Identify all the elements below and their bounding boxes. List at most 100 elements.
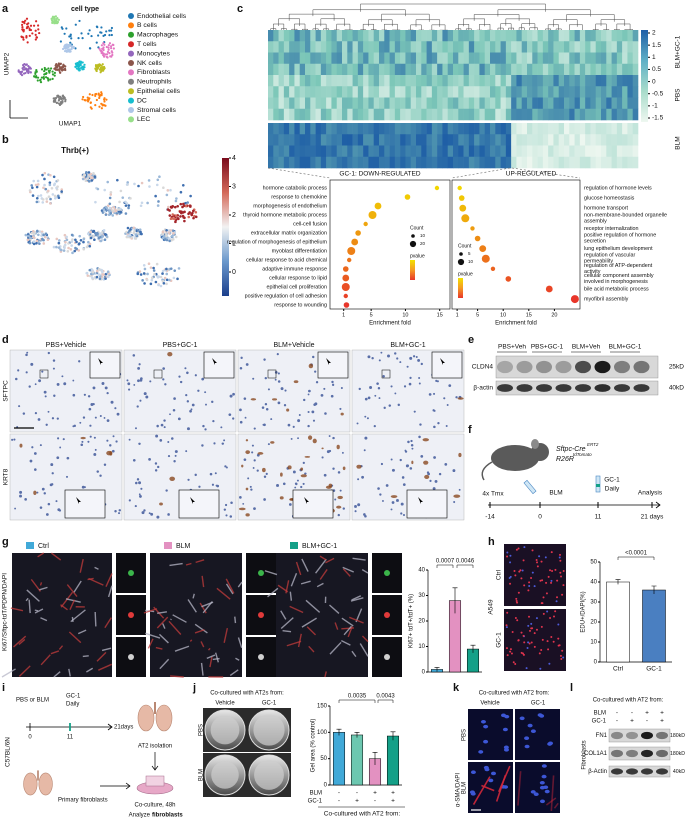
tissue-fiber (235, 657, 240, 661)
umap-cell (79, 238, 83, 242)
nucleus (28, 385, 31, 388)
umap-cell (165, 234, 168, 238)
nucleus (247, 477, 250, 480)
umap-cell (53, 67, 56, 70)
umap-cell (70, 37, 73, 40)
blot-band (633, 360, 650, 374)
heatmap-cell (601, 156, 607, 169)
umap-cell (137, 184, 140, 188)
heatmap-cell (326, 30, 332, 42)
term-label: hormone transport (584, 206, 629, 212)
umap-cell (42, 242, 46, 245)
heatmap-cell (373, 86, 380, 98)
heatmap-cell (363, 123, 369, 135)
heatmap-cell (268, 75, 274, 87)
heatmap-cell (379, 134, 385, 146)
stain (390, 495, 398, 498)
heatmap-cell (601, 97, 607, 110)
umap-cell (134, 237, 138, 240)
nucleus (378, 397, 381, 400)
nucleus (531, 549, 534, 552)
nucleus (554, 610, 557, 613)
heatmap-cell (616, 145, 623, 158)
nucleus (15, 377, 18, 381)
tissue-fiber (105, 573, 113, 587)
heatmap-cell (426, 145, 433, 158)
heatmap-cell (511, 97, 517, 110)
umap-cell (173, 269, 177, 272)
heatmap-cell (468, 145, 475, 158)
umap-cell (109, 191, 113, 194)
nucleus (50, 463, 54, 467)
heatmap-cell (622, 108, 628, 121)
umap-cell (103, 238, 107, 242)
heatmap-cell (558, 134, 565, 146)
heatmap-cell (426, 108, 433, 121)
heatmap-cell (384, 86, 390, 98)
nucleus (136, 405, 139, 408)
x-axis-label: Enrichment fold (495, 321, 537, 327)
umap-cell (128, 233, 132, 237)
heatmap-cell (516, 75, 523, 87)
heatmap-cell (532, 63, 538, 76)
group-label: BLM+GC-1 (302, 543, 337, 550)
nucleus (557, 644, 560, 647)
umap-cell (72, 46, 76, 49)
axis-label: UMAP2 (4, 52, 11, 75)
nucleus (379, 493, 382, 496)
heatmap-cell (431, 41, 438, 53)
micrograph (504, 544, 566, 606)
strain-label: ERT2 (587, 442, 599, 447)
heatmap-cell (373, 30, 380, 42)
umap-cell (95, 269, 99, 273)
nucleus (558, 556, 561, 559)
panel-title: Co-cultured with AT2s from: (210, 691, 284, 697)
heatmap-cell (379, 108, 385, 121)
umap-cell (56, 68, 59, 71)
heatmap-cell (268, 108, 274, 121)
legend-label: Endothelial cells (137, 13, 187, 20)
umap-cell (89, 106, 92, 109)
condition-sign: - (631, 710, 633, 717)
heatmap-cell (505, 134, 512, 146)
umap-cell (133, 182, 136, 186)
heatmap-cell (379, 145, 385, 158)
tissue-fiber (174, 645, 190, 652)
heatmap-cell (495, 156, 501, 169)
tissue-fiber (79, 558, 84, 573)
legend-swatch (26, 542, 34, 549)
y-tick-label: 40 (590, 580, 597, 586)
legend-label: NK cells (137, 60, 163, 67)
heatmap-cell (315, 52, 322, 65)
heatmap-cell (357, 134, 364, 146)
legend-label: DC (137, 97, 147, 104)
heatmap-cell (273, 41, 279, 53)
arrowhead (76, 497, 81, 504)
heatmap-cell (521, 41, 528, 53)
heatmap-cell (516, 145, 523, 158)
heatmap-cell (611, 134, 618, 146)
plot-title: UP-REGULATED (506, 171, 557, 178)
heatmap-cell (511, 134, 517, 146)
heatmap-cell (342, 156, 348, 169)
heatmap-cell (463, 30, 470, 42)
nucleus (126, 379, 129, 382)
umap-cell (99, 239, 103, 243)
heatmap-cell (542, 134, 549, 146)
heatmap-cell (622, 156, 628, 169)
heatmap-cell (320, 30, 327, 42)
umap-cell (36, 183, 40, 186)
tissue-fiber (237, 581, 243, 588)
heatmap-cell (490, 97, 496, 110)
heatmap-cell (368, 123, 375, 135)
significance-bracket (377, 699, 394, 703)
p-value: <0.0001 (625, 551, 648, 557)
heatmap-cell (278, 41, 285, 53)
heatmap-cell (368, 108, 375, 121)
umap-cell (35, 239, 39, 243)
tissue-fiber (324, 671, 327, 678)
nucleus (401, 476, 405, 479)
cell (258, 570, 264, 576)
tissue-fiber (301, 558, 309, 572)
nucleus (118, 512, 121, 515)
